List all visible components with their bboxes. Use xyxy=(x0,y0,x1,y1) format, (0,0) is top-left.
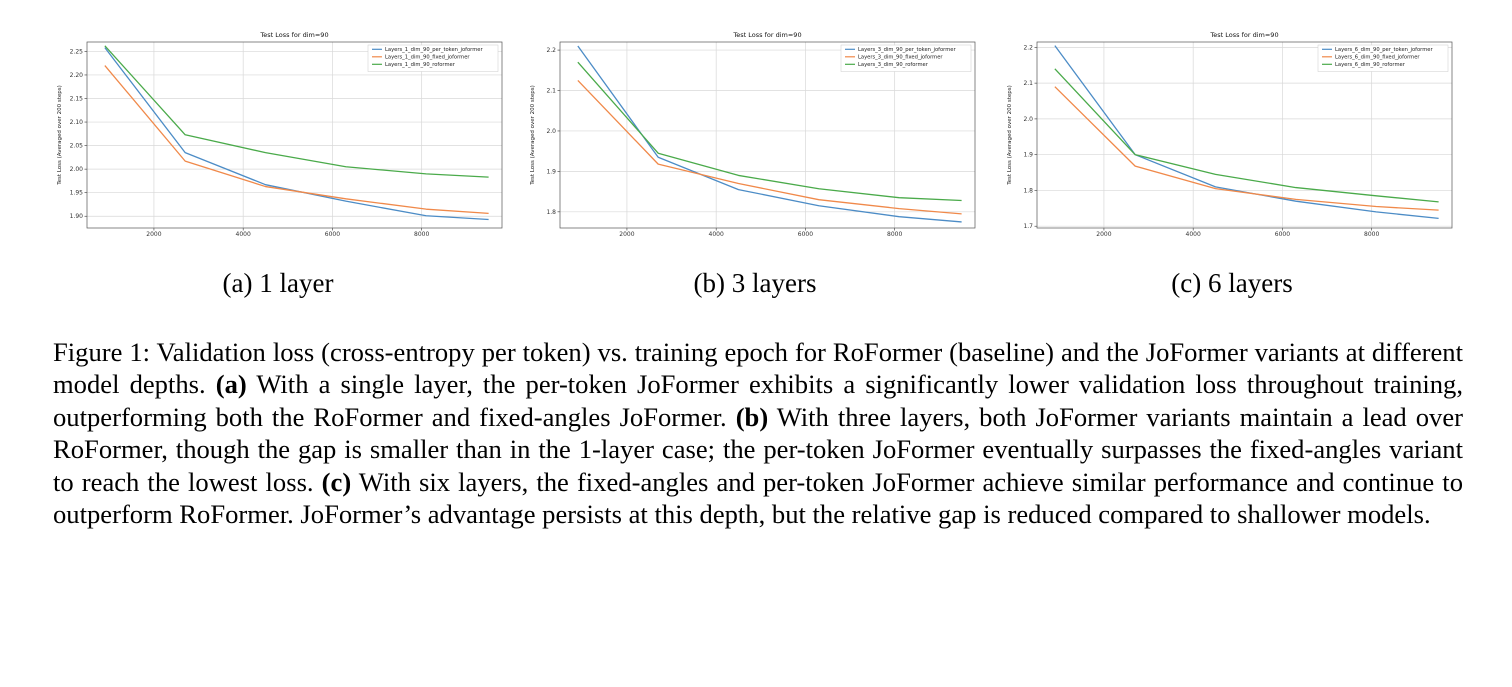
y-tick-label: 2.0 xyxy=(546,128,556,135)
series-line xyxy=(577,79,962,215)
legend-entry: Layers_6_dim_90_per_token_joformer xyxy=(1335,47,1433,53)
y-axis-label: Test Loss (Averaged over 200 steps) xyxy=(530,85,536,186)
y-tick-label: 2.1 xyxy=(546,88,556,95)
caption-text-3: With three layers, both JoFormer variant… xyxy=(53,401,1463,497)
y-tick-label: 1.7 xyxy=(1023,223,1033,230)
chart-svg: Test Loss for dim=90 2000 4000 6000 8000 1.90… xyxy=(57,31,503,237)
subcaption-c: (c) 6 layers xyxy=(1171,268,1293,298)
subcaption-b: (b) 3 layers xyxy=(693,268,817,298)
chart-1-layer: Test Loss for dim=90 2000 4000 6000 8000 1.90… xyxy=(55,30,505,237)
x-tick-label: 6000 xyxy=(1275,231,1290,237)
x-tick-label: 4000 xyxy=(709,231,724,237)
chart-title: Test Loss for dim=90 xyxy=(732,31,801,39)
legend-box xyxy=(840,44,972,72)
caption-label-a: (a) xyxy=(215,369,247,400)
x-tick-label: 4000 xyxy=(1186,231,1201,237)
y-tick-label: 2.25 xyxy=(70,48,84,55)
y-tick-label: 1.95 xyxy=(70,190,84,197)
y-tick-label: 1.8 xyxy=(546,209,556,216)
y-tick-label: 2.00 xyxy=(70,166,84,173)
series-line xyxy=(577,61,962,202)
series-line xyxy=(104,45,489,178)
plot-frame xyxy=(1036,41,1453,229)
y-tick-label: 2.05 xyxy=(70,143,84,150)
legend-entry: Layers_3_dim_90_per_token_joformer xyxy=(858,47,956,53)
legend-entry: Layers_3_dim_90_fixed_joformer xyxy=(858,55,943,61)
y-tick-label: 2.20 xyxy=(70,72,84,79)
x-tick-label: 8000 xyxy=(414,231,429,237)
chart-6-layers: Test Loss for dim=90 2000 4000 6000 8000 1.7 1… xyxy=(1005,30,1455,237)
caption-text-1: Figure 1: Validation loss (cross-entropy… xyxy=(53,337,1463,400)
y-axis-label: Test Loss (Averaged over 200 steps) xyxy=(1007,85,1013,186)
chart-title: Test Loss for dim=90 xyxy=(259,31,328,39)
series-line xyxy=(1054,68,1439,203)
y-tick-label: 1.8 xyxy=(1023,187,1033,194)
legend-entry: Layers_6_dim_90_fixed_joformer xyxy=(1335,55,1420,61)
y-axis-label: Test Loss (Averaged over 200 steps) xyxy=(57,85,63,186)
y-tick-label: 1.9 xyxy=(1023,152,1033,159)
legend-entry: Layers_1_dim_90_roformer xyxy=(385,62,456,68)
y-tick-label: 2.2 xyxy=(1023,44,1033,51)
chart-svg: Test Loss for dim=90 2000 4000 6000 8000 1.8 1… xyxy=(530,31,976,237)
y-tick-label: 2.10 xyxy=(70,119,84,126)
chart-svg: Test Loss for dim=90 2000 4000 6000 8000 1.7 1… xyxy=(1007,31,1453,237)
y-tick-label: 1.90 xyxy=(70,213,84,220)
subcaption-a: (a) 1 layer xyxy=(222,268,334,298)
plot-frame xyxy=(559,41,976,229)
y-tick-label: 2.1 xyxy=(1023,80,1033,87)
legend-entry: Layers_3_dim_90_roformer xyxy=(858,62,929,68)
caption-text-4: With six layers, the fixed-angles and pe… xyxy=(53,466,1463,530)
x-tick-label: 2000 xyxy=(619,231,634,237)
legend-entry: Layers_6_dim_90_roformer xyxy=(1335,62,1406,68)
legend-box xyxy=(367,44,499,72)
x-tick-label: 6000 xyxy=(325,231,340,237)
caption-label-c: (c) xyxy=(321,466,352,497)
caption-label-b: (b) xyxy=(735,401,769,432)
figure-caption: Figure 1: Validation loss (cross-entropy… xyxy=(53,336,1463,530)
x-tick-label: 6000 xyxy=(798,231,813,237)
x-tick-label: 2000 xyxy=(146,231,161,237)
legend-entry: Layers_1_dim_90_per_token_joformer xyxy=(385,47,483,53)
series-line xyxy=(1054,86,1439,211)
chart-3-layers: Test Loss for dim=90 2000 4000 6000 8000 1.8 1… xyxy=(528,30,978,237)
y-tick-label: 2.2 xyxy=(546,47,556,54)
x-tick-label: 4000 xyxy=(236,231,251,237)
x-tick-label: 2000 xyxy=(1096,231,1111,237)
y-tick-label: 2.15 xyxy=(70,96,84,103)
caption-text-2: With a single layer, the per-token JoFor… xyxy=(53,369,1463,432)
legend-entry: Layers_1_dim_90_fixed_joformer xyxy=(385,55,470,61)
y-tick-label: 1.9 xyxy=(546,168,556,175)
legend-box xyxy=(1317,44,1449,72)
series-line xyxy=(104,65,489,215)
x-tick-label: 8000 xyxy=(1364,231,1379,237)
series-line xyxy=(577,45,962,223)
plot-frame xyxy=(86,41,503,229)
chart-title: Test Loss for dim=90 xyxy=(1209,31,1278,39)
y-tick-label: 2.0 xyxy=(1023,116,1033,123)
x-tick-label: 8000 xyxy=(887,231,902,237)
